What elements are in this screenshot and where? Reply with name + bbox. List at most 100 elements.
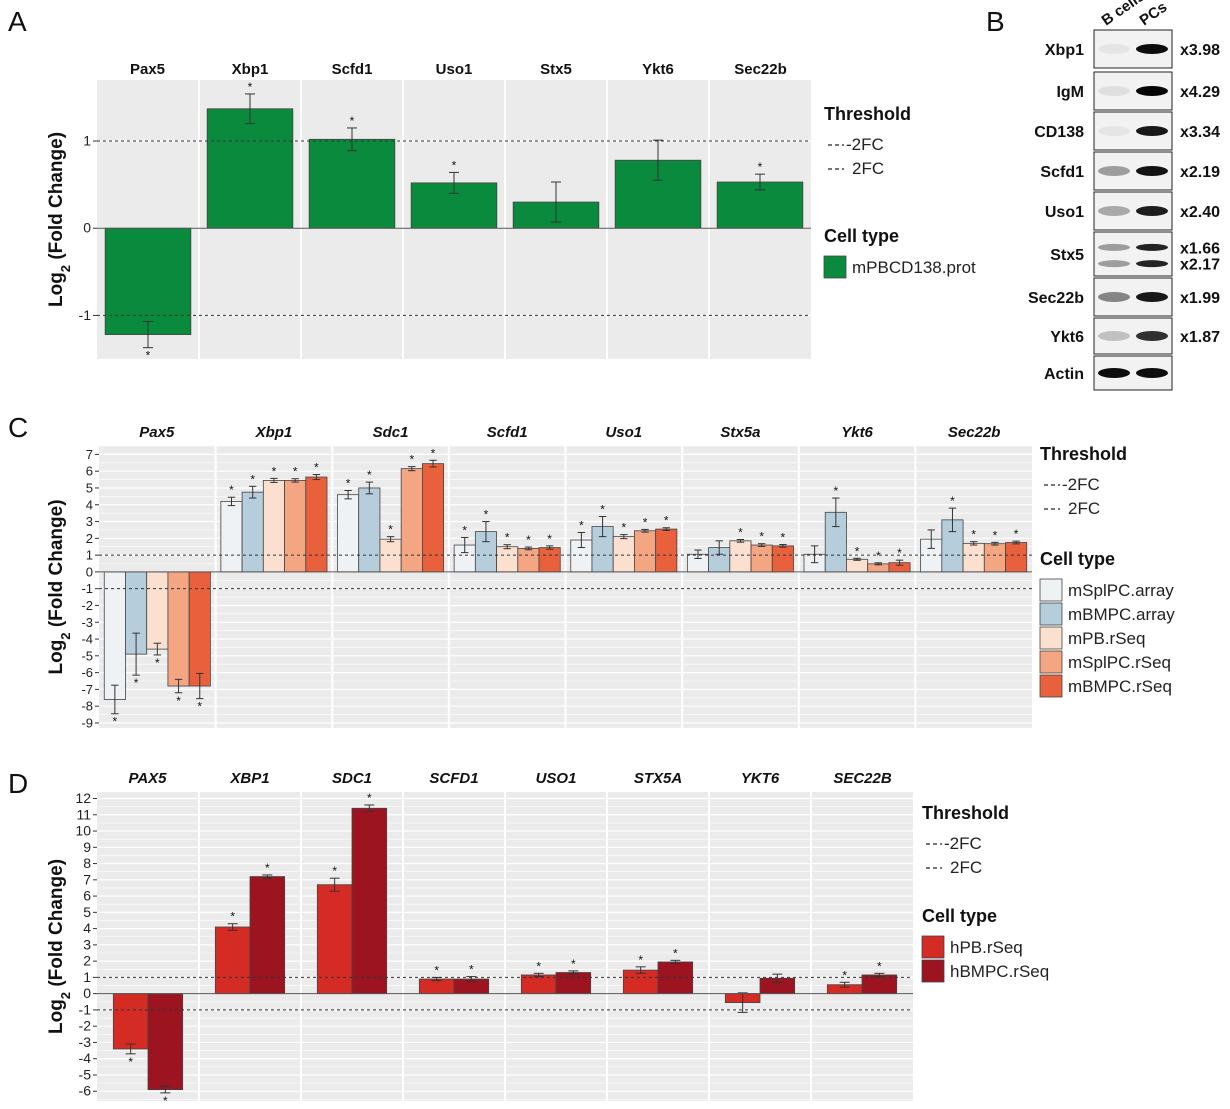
significance-star: * [346, 476, 351, 490]
significance-star: * [759, 530, 764, 544]
facet-label: Sec22b [948, 424, 1001, 441]
facet-label: Xbp1 [232, 61, 269, 78]
blot-band [1098, 260, 1130, 268]
blot-row-label: Xbp1 [1045, 42, 1084, 59]
bar [846, 558, 869, 573]
bar [612, 536, 635, 573]
significance-star: * [332, 864, 337, 878]
bar [750, 544, 773, 573]
facet-label: Scfd1 [332, 61, 373, 78]
y-axis-title: Log2 (Fold Change) [46, 132, 73, 307]
legend-swatch [921, 935, 945, 959]
legend-swatch [823, 255, 847, 279]
significance-star: * [738, 525, 743, 539]
significance-star: * [536, 959, 541, 973]
blot-ratio: x1.66 [1180, 240, 1220, 257]
legend-celltype-title: Cell type [922, 906, 997, 926]
blot-ratio: x2.40 [1180, 204, 1220, 221]
y-tick-label: -8 [81, 699, 93, 714]
blot-band [1098, 243, 1130, 251]
bar [351, 807, 388, 995]
significance-star: * [248, 80, 253, 94]
facet-label: Sec22b [734, 61, 787, 78]
significance-star: * [462, 523, 467, 537]
significance-star: * [621, 521, 626, 535]
legend-threshold-label: 2FC [1068, 499, 1100, 518]
legend-swatch [1039, 602, 1063, 626]
bar [305, 476, 328, 573]
legend-threshold-title: Threshold [922, 803, 1009, 823]
blot-ratio: x1.99 [1180, 290, 1220, 307]
facet-label: Pax5 [139, 424, 175, 441]
y-tick-label: -2 [81, 598, 93, 613]
facet-background [608, 792, 708, 1101]
y-tick-label: 2 [86, 531, 93, 546]
blot-band [1136, 292, 1168, 302]
significance-star: * [484, 508, 489, 522]
panel-c-chart: Pax5 Xbp1 Sdc1 Scfd1 Uso1 Stx5a Ykt6 Sec22b -9-8… [46, 424, 1175, 730]
y-tick-label: 1 [83, 133, 91, 149]
significance-star: * [250, 472, 255, 486]
blot-band [1098, 331, 1130, 341]
facet-label: YKT6 [741, 770, 780, 787]
y-tick-label: -6 [79, 1083, 92, 1099]
legend-label: mSplPC.rSeq [1068, 653, 1171, 672]
bar [316, 884, 353, 995]
bar [147, 993, 184, 1091]
significance-star: * [547, 532, 552, 546]
bar [422, 463, 445, 573]
facet-label: Stx5 [540, 61, 572, 78]
blot-row-label: Ykt6 [1050, 329, 1084, 346]
y-tick-label: -6 [81, 665, 93, 680]
y-tick-label: 3 [86, 514, 93, 529]
bar [241, 491, 264, 573]
bar [249, 876, 286, 995]
significance-star: * [176, 694, 181, 708]
y-tick-label: 0 [83, 985, 91, 1001]
y-tick-label: 10 [75, 823, 91, 839]
legend-swatch [1039, 674, 1063, 698]
bar [308, 138, 396, 229]
bar [146, 571, 169, 650]
bar [104, 227, 192, 335]
significance-star: * [993, 528, 998, 542]
blot-row-label: IgM [1056, 84, 1084, 101]
legend-threshold-title: Threshold [1040, 444, 1127, 464]
y-tick-label: -5 [81, 648, 93, 663]
y-tick-label: 6 [86, 464, 93, 479]
facet-label: Ykt6 [841, 424, 873, 441]
y-tick-label: -3 [79, 1034, 92, 1050]
legend-threshold-label: -2FC [846, 135, 884, 154]
blot-ratio: x2.19 [1180, 164, 1220, 181]
blot-row-label: Sec22b [1028, 290, 1084, 307]
y-tick-label: -4 [81, 632, 93, 647]
significance-star: * [272, 464, 277, 478]
y-tick-label: 9 [83, 839, 91, 855]
significance-star: * [367, 468, 372, 482]
blot-row-label: Actin [1044, 366, 1084, 383]
significance-star: * [452, 158, 457, 172]
significance-star: * [293, 465, 298, 479]
y-tick-label: 6 [83, 888, 91, 904]
legend-label: mPB.rSeq [1068, 629, 1145, 648]
facet-background [506, 792, 606, 1101]
significance-star: * [155, 656, 160, 670]
significance-star: * [197, 700, 202, 714]
significance-star: * [897, 546, 902, 560]
blot-band [1098, 292, 1130, 302]
legend-label: mBMPC.array [1068, 605, 1175, 624]
y-axis-title: Log2 (Fold Change) [46, 859, 73, 1034]
significance-star: * [758, 160, 763, 174]
legend-threshold-label: -2FC [1062, 475, 1100, 494]
significance-star: * [230, 910, 235, 924]
significance-star: * [431, 446, 436, 460]
legend-celltype-title: Cell type [1040, 549, 1115, 569]
blot-band [1136, 368, 1168, 378]
y-tick-label: 5 [86, 480, 93, 495]
significance-star: * [673, 946, 678, 960]
y-tick-label: 2 [83, 953, 91, 969]
facet-label: Xbp1 [255, 424, 293, 441]
y-tick-label: -7 [81, 682, 93, 697]
legend-swatch [1039, 578, 1063, 602]
